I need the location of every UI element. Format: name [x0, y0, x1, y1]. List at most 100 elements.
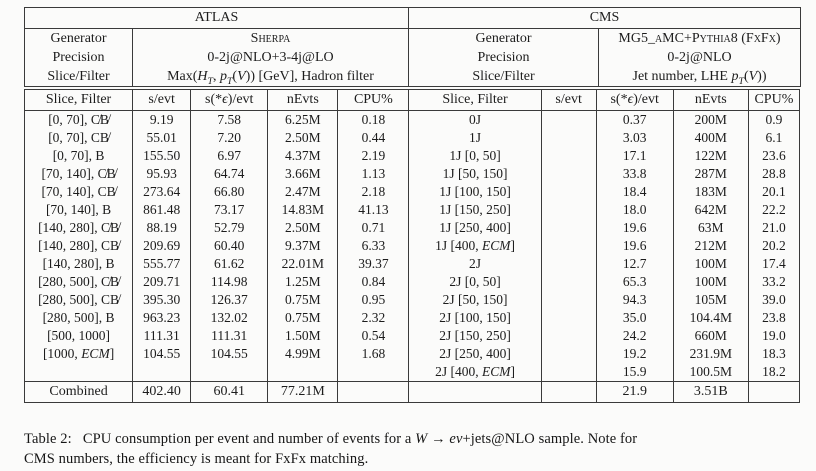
cms-cpu-cell: 19.0: [747, 327, 801, 345]
atlas-cpu-cell: 0.71: [337, 219, 410, 237]
atlas-n-cell: 14.83M: [267, 201, 339, 219]
table-row: Slice/Filter Max(HT, pT(V)) [GeV], Hadro…: [24, 67, 801, 87]
cms-slice-filter-label: Slice/Filter: [408, 67, 599, 87]
table-row: [0, 70], CB̸ 55.01 7.20 2.50M 0.44 1J 3.03 400M…: [23, 129, 801, 147]
cms-se-cell: 19.6: [595, 219, 674, 237]
atlas-slice-cell: [280, 500], CB̸: [23, 291, 134, 309]
cms-cpu-cell: 22.2: [747, 201, 801, 219]
atlas-n-cell: 0.75M: [267, 291, 339, 309]
atlas-n-cell: 2.50M: [267, 219, 339, 237]
cms-slice-cell: 1J [100, 150]: [408, 183, 542, 201]
cms-n-cell: 122M: [672, 147, 749, 165]
cms-n-cell: 200M: [672, 110, 749, 129]
cms-cpu-cell: 21.0: [747, 219, 801, 237]
cms-slice-cell: 2J [400, ECM]: [408, 363, 542, 382]
cms-se-cell: 17.1: [595, 147, 674, 165]
cms-col-nevts: nEvts: [672, 89, 749, 111]
atlas-s-cell: 111.31: [132, 327, 192, 345]
atlas-n-cell: 1.50M: [267, 327, 339, 345]
atlas-se-cell: 60.40: [190, 237, 269, 255]
atlas-slice-cell: [140, 280], C̸B̸: [23, 219, 134, 237]
table-row: [70, 140], C̸B̸ 95.93 64.74 3.66M 1.13 1J [50…: [23, 165, 801, 183]
cms-cpu-cell: 17.4: [747, 255, 801, 273]
table-row: [0, 70], C̸B̸ 9.19 7.58 6.25M 0.18 0J 0.37 200M…: [23, 110, 801, 129]
cms-slice-filter-value: Jet number, LHE pT(V)): [632, 68, 767, 87]
cms-se-cell: 0.37: [595, 110, 674, 129]
experiment-header-table: ATLAS CMS Generator Sherpa Generator MG5…: [24, 7, 802, 87]
column-header-row: Slice, Filter s/evt s(*ϵ)/evt nEvts CPU%…: [23, 89, 801, 111]
cms-n-cell: 100.5M: [672, 363, 749, 382]
cms-n-cell: 105M: [672, 291, 749, 309]
atlas-se-cell: 73.17: [190, 201, 269, 219]
atlas-se-cell: [190, 363, 269, 382]
cms-cpu-cell: 23.6: [747, 147, 801, 165]
cms-s-cell: [540, 201, 597, 219]
cms-n-cell: 63M: [672, 219, 749, 237]
cms-se-cell: 19.2: [595, 345, 674, 363]
table-row: [280, 500], B 963.23 132.02 0.75M 2.32 2J [10…: [23, 309, 801, 327]
cms-n-cell: 183M: [672, 183, 749, 201]
atlas-cpu-cell: 1.68: [337, 345, 410, 363]
cms-generator-label: Generator: [408, 28, 599, 48]
atlas-se-cell: 61.62: [190, 255, 269, 273]
cms-s-cell: [540, 273, 597, 291]
cms-s-cell: [540, 327, 597, 345]
cms-slice-cell: 2J [250, 400]: [408, 345, 542, 363]
atlas-col-s-eps-evt: s(*ϵ)/evt: [190, 89, 269, 111]
atlas-s-cell: 9.19: [132, 110, 192, 129]
cms-s-cell: [540, 147, 597, 165]
cms-slice-cell: 2J [50, 150]: [408, 291, 542, 309]
cms-title: CMS: [408, 7, 801, 29]
atlas-se-cell: 126.37: [190, 291, 269, 309]
cms-slice-cell: 1J [150, 250]: [408, 201, 542, 219]
atlas-se-cell: 7.20: [190, 129, 269, 147]
atlas-slice-cell: [0, 70], C̸B̸: [23, 110, 134, 129]
cms-col-cpu: CPU%: [747, 89, 801, 111]
cms-se-cell: 18.0: [595, 201, 674, 219]
atlas-s-cell: 55.01: [132, 129, 192, 147]
cms-cpu-cell: 18.2: [747, 363, 801, 382]
cms-generator-value: MG5_aMC+Pythia8 (FxFx): [618, 30, 781, 46]
atlas-cpu-cell: 0.84: [337, 273, 410, 291]
cms-cpu-cell: 23.8: [747, 309, 801, 327]
combined-row: Combined 402.40 60.41 77.21M 21.9 3.51B: [23, 381, 801, 403]
cms-combined-nevts: 3.51B: [672, 381, 749, 403]
cms-slice-cell: 1J [250, 400]: [408, 219, 542, 237]
atlas-s-cell: 209.69: [132, 237, 192, 255]
table-row: Generator Sherpa Generator MG5_aMC+Pythi…: [24, 28, 801, 48]
cms-n-cell: 642M: [672, 201, 749, 219]
atlas-slice-cell: [70, 140], C̸B̸: [23, 165, 134, 183]
cms-se-cell: 3.03: [595, 129, 674, 147]
cms-s-cell: [540, 363, 597, 382]
atlas-s-cell: 963.23: [132, 309, 192, 327]
atlas-slice-cell: [500, 1000]: [23, 327, 134, 345]
atlas-se-cell: 7.58: [190, 110, 269, 129]
atlas-slice-cell: [0, 70], CB̸: [23, 129, 134, 147]
atlas-cpu-cell: 0.95: [337, 291, 410, 309]
table-caption: Table 2: CPU consumption per event and n…: [24, 431, 638, 467]
cms-cpu-cell: 20.2: [747, 237, 801, 255]
cms-n-cell: 100M: [672, 273, 749, 291]
cms-combined-s-evt: [540, 381, 597, 403]
cms-cpu-cell: 0.9: [747, 110, 801, 129]
cms-s-cell: [540, 165, 597, 183]
atlas-s-cell: 155.50: [132, 147, 192, 165]
table-row: Precision 0-2j@NLO+3-4j@LO Precision 0-2…: [24, 48, 801, 67]
atlas-se-cell: 104.55: [190, 345, 269, 363]
atlas-combined-label: Combined: [23, 381, 134, 403]
cms-n-cell: 212M: [672, 237, 749, 255]
atlas-cpu-cell: 0.18: [337, 110, 410, 129]
cms-combined-s-eps-evt: 21.9: [595, 381, 674, 403]
atlas-s-cell: 95.93: [132, 165, 192, 183]
table-row: [1000, ECM] 104.55 104.55 4.99M 1.68 2J [250,…: [23, 345, 801, 363]
atlas-col-slice-filter: Slice, Filter: [23, 89, 134, 111]
table-row: [140, 280], CB̸ 209.69 60.40 9.37M 6.33 1J [4…: [23, 237, 801, 255]
cms-cpu-cell: 6.1: [747, 129, 801, 147]
atlas-combined-nevts: 77.21M: [267, 381, 339, 403]
atlas-generator-value: Sherpa: [132, 28, 409, 48]
atlas-n-cell: 2.50M: [267, 129, 339, 147]
atlas-slice-cell: [280, 500], B: [23, 309, 134, 327]
atlas-cpu-cell: 6.33: [337, 237, 410, 255]
atlas-s-cell: 861.48: [132, 201, 192, 219]
cms-precision-label: Precision: [408, 48, 599, 67]
